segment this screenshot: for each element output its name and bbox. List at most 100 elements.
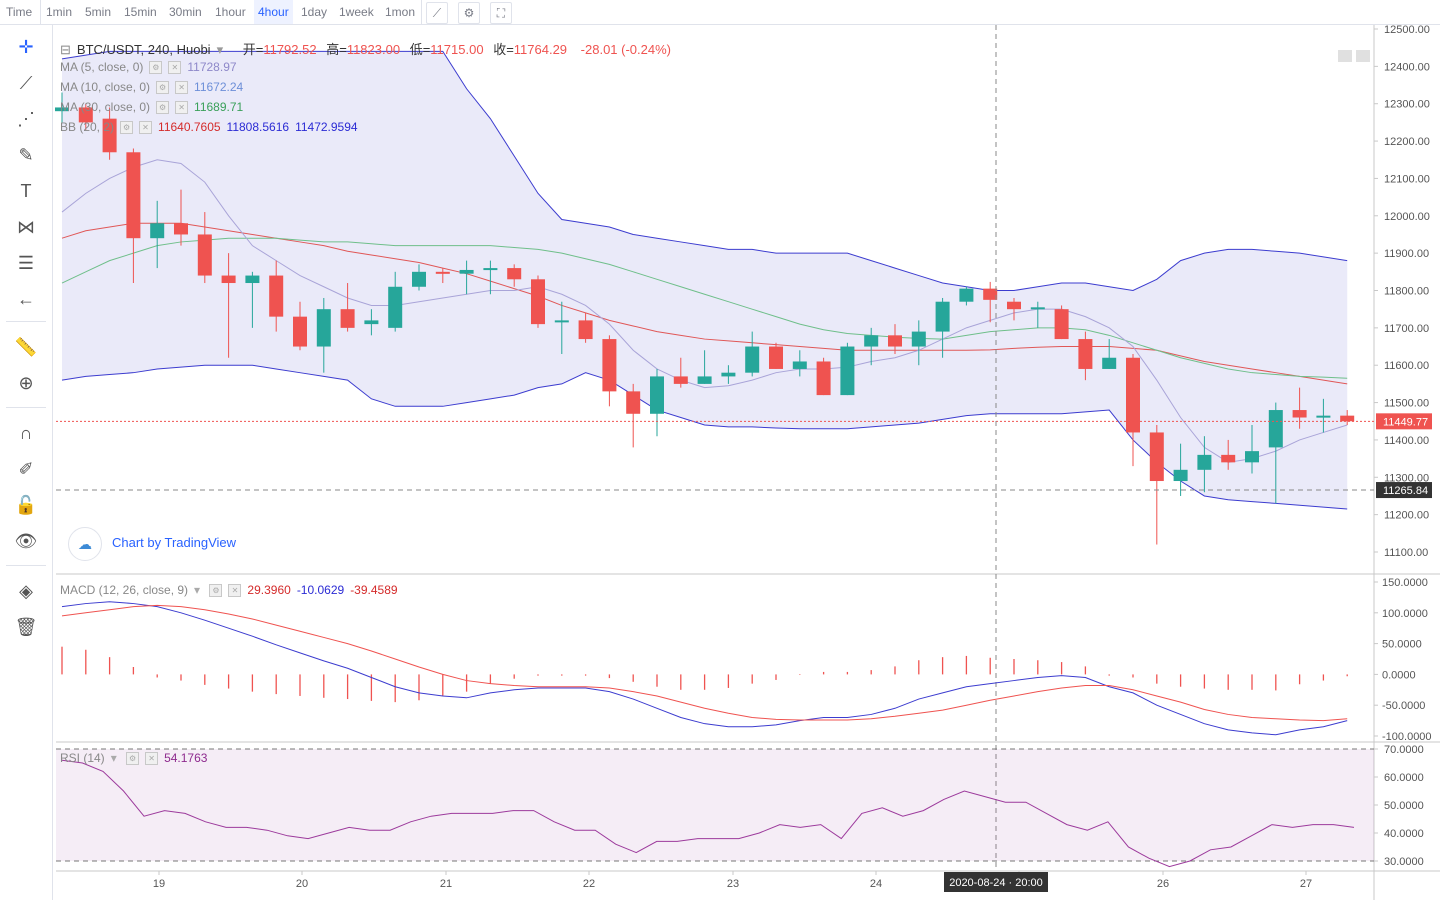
text-icon[interactable]: T — [20, 181, 32, 201]
trash-icon[interactable]: 🗑 — [14, 617, 38, 637]
crosshair-time-label: 2020-08-24 · 20:00 — [949, 877, 1043, 889]
y-tick-label: 11200.00 — [1384, 510, 1429, 522]
trend-line-icon[interactable]: ⟋ — [19, 73, 33, 93]
tf-1mon[interactable]: 1mon — [385, 5, 416, 19]
settings-icon[interactable]: ⚙ — [209, 584, 223, 598]
ma5-value: 11728.97 — [187, 60, 237, 74]
candle-body — [435, 271, 450, 274]
settings-icon[interactable]: ⚙ — [149, 61, 163, 75]
settings-icon[interactable]: ⚙ — [156, 81, 170, 95]
crosshair-time-tag — [944, 872, 1048, 892]
top-toolbar: Time 1min 5min 15min 30min 1hour 4hour 1… — [0, 0, 1440, 25]
ma10-legend[interactable]: MA (10, close, 0) ⚙ ✕ 11672.24 — [60, 80, 244, 95]
candle-body — [483, 268, 498, 271]
tf-15min[interactable]: 15min — [124, 5, 157, 19]
candle-body — [531, 279, 545, 325]
bb-mid-value: 11640.7605 — [158, 120, 221, 134]
candle-body — [1316, 415, 1331, 418]
unlock-icon[interactable]: 🔓 — [14, 495, 38, 515]
eye-icon[interactable]: 👁 — [14, 531, 38, 551]
candle-body — [578, 320, 593, 340]
candle-body — [840, 346, 855, 396]
close-icon[interactable]: ✕ — [175, 81, 189, 95]
candle-body — [388, 286, 403, 328]
collapse-icon[interactable]: ⊟ — [60, 42, 71, 57]
settings-icon[interactable]: ⚙ — [120, 121, 134, 135]
y-tick-label: 50.0000 — [1382, 639, 1422, 651]
macd-signal-line — [61, 604, 1348, 722]
close-icon[interactable]: ✕ — [139, 121, 153, 135]
macd-signal-value: -39.4589 — [350, 583, 398, 597]
fullscreen-icon[interactable]: ⛶ — [490, 2, 512, 24]
candle-body — [983, 288, 998, 300]
close-icon[interactable]: ✕ — [228, 584, 242, 598]
zoom-in-icon[interactable]: ⊕ — [18, 373, 34, 393]
close-icon[interactable]: ✕ — [168, 61, 182, 75]
chart-type-icon[interactable]: ⟋ — [426, 2, 448, 24]
rsi-band-fill — [56, 749, 1374, 861]
forecast-icon[interactable]: ☰ — [17, 253, 35, 273]
candle-body — [1078, 339, 1093, 369]
x-tick-label: 24 — [870, 878, 882, 890]
tf-1hour[interactable]: 1hour — [215, 5, 246, 19]
back-arrow-icon[interactable]: ← — [17, 289, 35, 309]
brush-icon[interactable]: ✎ — [18, 145, 34, 165]
magnet-icon[interactable]: ∩ — [19, 423, 33, 443]
toolbar-separator — [6, 407, 46, 408]
macd-line — [61, 601, 1348, 736]
ma5-legend[interactable]: MA (5, close, 0) ⚙ ✕ 11728.97 — [60, 60, 237, 75]
candle-body — [935, 301, 950, 332]
tf-1day[interactable]: 1day — [301, 5, 328, 19]
tf-30min[interactable]: 30min — [169, 5, 202, 19]
y-tick-label: 60.0000 — [1384, 772, 1424, 784]
crosshair-icon[interactable]: ✛ — [18, 37, 34, 57]
tf-1week[interactable]: 1week — [339, 5, 374, 19]
x-tick-label: 26 — [1157, 878, 1169, 890]
candle-body — [197, 234, 212, 276]
x-tick-label: 19 — [153, 878, 165, 890]
tf-5min[interactable]: 5min — [85, 5, 112, 19]
settings-icon[interactable]: ⚙ — [156, 101, 170, 115]
y-tick-label: 11100.00 — [1384, 547, 1428, 559]
candle-body — [626, 391, 641, 414]
settings-icon[interactable]: ⚙ — [126, 752, 140, 766]
bb-upper-line — [61, 50, 1348, 292]
candle-body — [721, 372, 736, 377]
lock-drawing-icon[interactable]: ✐ — [18, 459, 34, 479]
rsi-legend[interactable]: RSI (14) ▾ ⚙ ✕ 54.1763 — [60, 751, 208, 766]
y-tick-label: 11500.00 — [1384, 398, 1429, 410]
layers-icon[interactable]: ◈ — [19, 581, 33, 601]
ma30-legend[interactable]: MA (30, close, 0) ⚙ ✕ 11689.71 — [60, 100, 244, 115]
fib-icon[interactable]: ⋰ — [17, 109, 35, 129]
ruler-icon[interactable]: 📏 — [14, 337, 38, 357]
y-tick-label: 50.0000 — [1384, 800, 1424, 812]
candle-body — [221, 275, 236, 284]
tf-time[interactable]: Time — [6, 5, 33, 19]
bb-legend[interactable]: BB (20, 2) ⚙ ✕ 11640.7605 11808.5616 11472.95… — [60, 120, 358, 135]
candle-body — [1340, 415, 1355, 422]
candle-body — [864, 335, 879, 347]
ma10-value: 11672.24 — [194, 80, 244, 94]
candle-body — [888, 335, 902, 347]
pattern-icon[interactable]: ⋈ — [17, 217, 35, 237]
settings-icon[interactable]: ⚙ — [458, 2, 480, 24]
y-tick-label: 12300.00 — [1384, 99, 1430, 111]
y-tick-label: 100.0000 — [1382, 608, 1428, 620]
drawing-toolbar: ✛ ⟋ ⋰ ✎ T ⋈ ☰ ← 📏 ⊕ ∩ ✐ 🔓 👁 ◈ 🗑 — [0, 25, 53, 900]
close-icon[interactable]: ✕ — [145, 752, 159, 766]
macd-legend[interactable]: MACD (12, 26, close, 9) ▾ ⚙ ✕ 29.3960 -10.06… — [60, 583, 398, 598]
candle-body — [1054, 309, 1069, 340]
candle-body — [412, 271, 426, 287]
bb-low-value: 11472.9594 — [295, 120, 358, 134]
y-tick-label: 12400.00 — [1384, 61, 1430, 73]
candle-body — [1245, 451, 1259, 463]
rsi-line — [61, 759, 1355, 868]
y-tick-label: 11900.00 — [1384, 248, 1429, 260]
macd-hist-value: 29.3960 — [247, 583, 291, 597]
last-price-tag-label: 11449.77 — [1383, 416, 1428, 428]
tf-1min[interactable]: 1min — [46, 5, 73, 19]
close-icon[interactable]: ✕ — [175, 101, 189, 115]
candle-body — [792, 361, 807, 369]
tf-4hour[interactable]: 4hour — [254, 0, 293, 24]
